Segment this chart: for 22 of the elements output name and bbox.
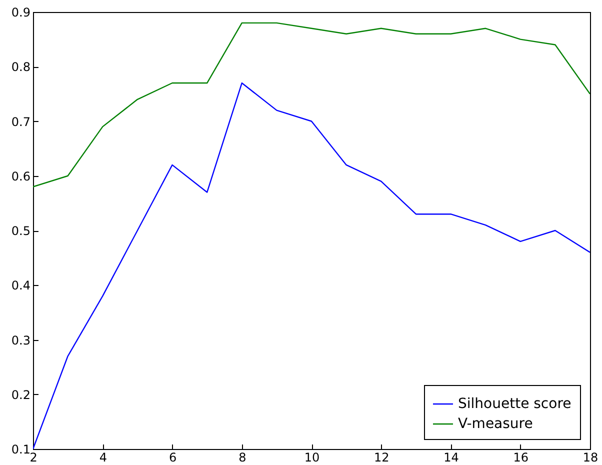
x-tick-label: 12: [374, 450, 390, 464]
y-tick-label: 0.2: [11, 388, 30, 402]
y-tick-label: 0.6: [11, 169, 30, 184]
legend-label: Silhouette score: [458, 396, 572, 412]
x-tick-label: 10: [304, 450, 320, 464]
y-tick-label: 0.3: [11, 333, 30, 348]
x-tick-label: 14: [444, 450, 459, 464]
x-tick-label: 16: [513, 450, 529, 464]
line-series: [33, 82, 590, 449]
legend-label: V-measure: [458, 416, 533, 432]
x-tick-label: 4: [99, 450, 107, 464]
y-tick-label: 0.9: [11, 6, 30, 20]
y-tick-label: 0.8: [11, 60, 30, 74]
x-tick-label: 2: [30, 450, 38, 464]
y-tick-label: 0.5: [11, 224, 30, 238]
y-tick-label: 0.1: [11, 442, 30, 456]
x-tick-label: 18: [582, 450, 598, 464]
x-tick-label: 6: [168, 450, 177, 464]
x-tick-label: 8: [238, 450, 246, 464]
line-series: [33, 22, 590, 188]
y-tick-label: 0.4: [11, 278, 30, 293]
y-tick-label: 0.7: [11, 114, 30, 129]
